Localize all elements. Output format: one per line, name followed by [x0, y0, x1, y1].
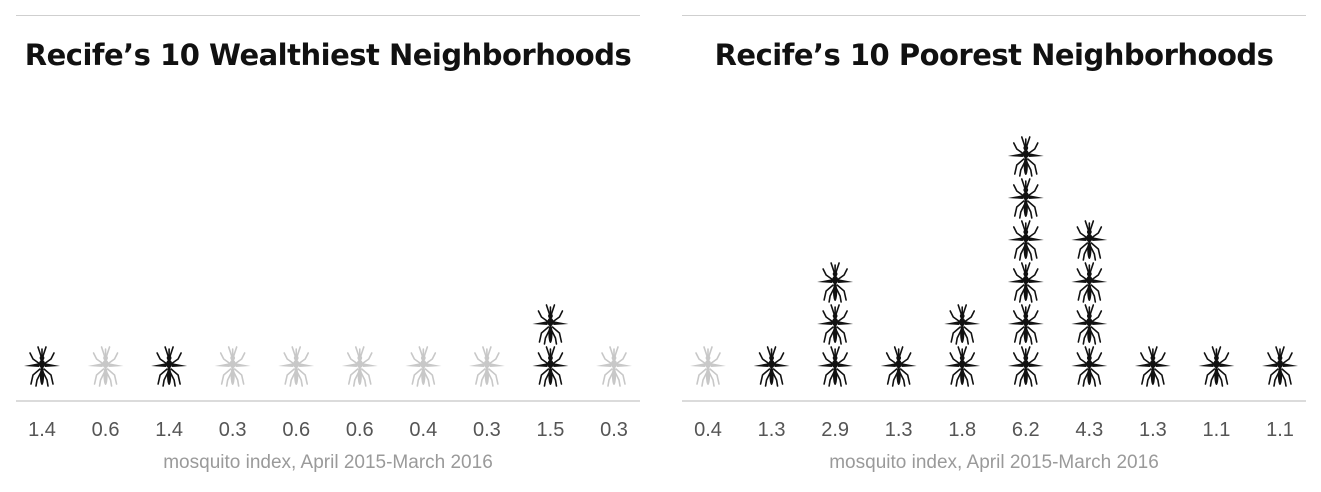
mosquito-icon: [1198, 346, 1235, 387]
top-rule: [682, 15, 1306, 16]
tick-label: 1.3: [885, 419, 913, 441]
tick-label: 0.3: [219, 419, 247, 441]
mosquito-icon: [24, 346, 60, 387]
tick-label: 0.4: [694, 419, 722, 441]
x-axis-title: mosquito index, April 2015-March 2016: [829, 452, 1159, 473]
mosquito-icon: [1007, 304, 1044, 345]
tick-label: 0.3: [473, 419, 501, 441]
mosquito-icon: [817, 304, 854, 345]
mosquito-icon: [532, 304, 569, 345]
mosquito-icon: [87, 346, 124, 387]
tick-label: 6.2: [1012, 419, 1040, 441]
mosquito-icon: [596, 346, 632, 387]
mosquito-icon: [944, 346, 981, 387]
tick-label: 0.6: [346, 419, 374, 441]
tick-label: 4.3: [1075, 419, 1103, 441]
tick-label: 0.6: [282, 419, 310, 441]
mosquito-icon: [1134, 346, 1171, 387]
tick-label: 2.9: [821, 419, 849, 441]
wealthiest-panel: Recife’s 10 Wealthiest Neighborhoods 1.4…: [16, 0, 640, 492]
mosquito-icon: [690, 346, 726, 387]
pictogram-plot: 0.4 1.3 2.9 1.3 1.8 6.2 4.3 1.3 1.1 1.1: [682, 136, 1306, 441]
mosquito-icon: [817, 262, 854, 303]
mosquito-icon: [151, 346, 188, 387]
mosquito-icon: [1071, 220, 1108, 261]
tick-label: 0.4: [409, 419, 437, 441]
mosquito-icon: [1007, 262, 1044, 303]
mosquito-icon: [880, 346, 917, 387]
mosquito-icon: [1007, 346, 1044, 387]
mosquito-icon: [817, 346, 854, 387]
chart-title: Recife’s 10 Wealthiest Neighborhoods: [24, 38, 632, 72]
chart-title: Recife’s 10 Poorest Neighborhoods: [714, 38, 1274, 72]
pictogram-plot: 1.4 0.6 1.4 0.3 0.6 0.6 0.4 0.3 1.5 0.3: [16, 304, 640, 441]
tick-label: 1.4: [155, 419, 183, 441]
tick-label: 1.3: [1139, 419, 1167, 441]
mosquito-icon: [468, 346, 505, 387]
mosquito-icon: [1071, 304, 1108, 345]
tick-label: 0.3: [600, 419, 628, 441]
tick-label: 1.5: [537, 419, 565, 441]
tick-label: 0.6: [92, 419, 120, 441]
mosquito-icon: [405, 346, 442, 387]
poorest-panel: Recife’s 10 Poorest Neighborhoods 0.4 1.3…: [682, 0, 1306, 492]
mosquito-icon: [1262, 346, 1298, 387]
tick-label: 1.3: [758, 419, 786, 441]
mosquito-icon: [532, 346, 569, 387]
mosquito-icon: [1007, 178, 1044, 219]
mosquito-icon: [1007, 136, 1044, 177]
mosquito-icon: [341, 346, 378, 387]
x-axis-title: mosquito index, April 2015-March 2016: [163, 452, 493, 473]
mosquito-icon: [214, 346, 251, 387]
mosquito-icon: [753, 346, 790, 387]
mosquito-icon: [1071, 346, 1108, 387]
tick-label: 1.4: [28, 419, 56, 441]
mosquito-icon: [944, 304, 981, 345]
tick-label: 1.1: [1266, 419, 1294, 441]
top-rule: [16, 15, 640, 16]
tick-label: 1.1: [1203, 419, 1231, 441]
mosquito-icon: [1007, 220, 1044, 261]
mosquito-icon: [1071, 262, 1108, 303]
tick-label: 1.8: [948, 419, 976, 441]
mosquito-icon: [278, 346, 315, 387]
